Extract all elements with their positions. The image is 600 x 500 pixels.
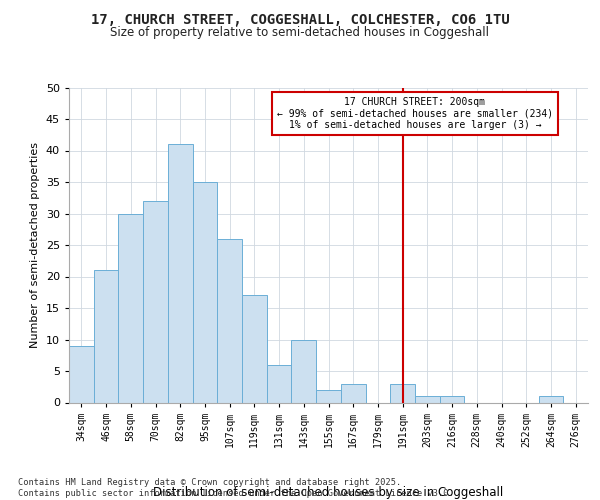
X-axis label: Distribution of semi-detached houses by size in Coggeshall: Distribution of semi-detached houses by … — [154, 486, 503, 498]
Bar — [341, 384, 365, 402]
Bar — [168, 144, 193, 403]
Bar — [292, 340, 316, 402]
Bar — [415, 396, 440, 402]
Text: 17, CHURCH STREET, COGGESHALL, COLCHESTER, CO6 1TU: 17, CHURCH STREET, COGGESHALL, COLCHESTE… — [91, 12, 509, 26]
Bar — [440, 396, 464, 402]
Text: Contains HM Land Registry data © Crown copyright and database right 2025.
Contai: Contains HM Land Registry data © Crown c… — [18, 478, 454, 498]
Bar — [390, 384, 415, 402]
Bar — [316, 390, 341, 402]
Bar — [267, 364, 292, 403]
Bar — [143, 201, 168, 402]
Bar — [217, 238, 242, 402]
Y-axis label: Number of semi-detached properties: Number of semi-detached properties — [30, 142, 40, 348]
Text: Size of property relative to semi-detached houses in Coggeshall: Size of property relative to semi-detach… — [110, 26, 490, 39]
Text: 17 CHURCH STREET: 200sqm
← 99% of semi-detached houses are smaller (234)
1% of s: 17 CHURCH STREET: 200sqm ← 99% of semi-d… — [277, 97, 553, 130]
Bar — [193, 182, 217, 402]
Bar — [69, 346, 94, 403]
Bar — [242, 296, 267, 403]
Bar — [539, 396, 563, 402]
Bar — [94, 270, 118, 402]
Bar — [118, 214, 143, 402]
